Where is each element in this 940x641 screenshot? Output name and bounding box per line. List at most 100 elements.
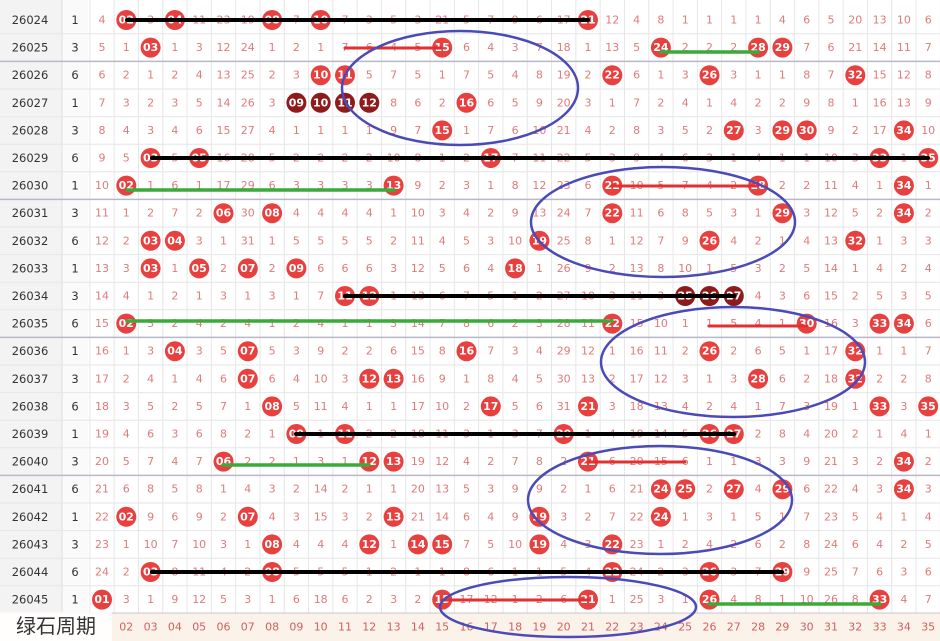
ball-number: 17 xyxy=(483,400,498,413)
gap-count: 4 xyxy=(196,372,203,385)
gap-count: 22 xyxy=(95,510,109,523)
ball xyxy=(262,534,283,555)
gap-count: 4 xyxy=(755,483,762,496)
ball-number: 27 xyxy=(726,124,741,137)
gap-count: 5 xyxy=(852,207,859,220)
gap-count: 6 xyxy=(196,124,203,137)
ball xyxy=(772,37,793,58)
ball xyxy=(675,479,696,500)
ball xyxy=(286,92,307,113)
gap-count: 22 xyxy=(824,483,838,496)
gap-count: 8 xyxy=(147,483,154,496)
gap-count: 12 xyxy=(581,345,595,358)
gap-count: 8 xyxy=(512,179,519,192)
gap-count: 1 xyxy=(244,538,251,551)
ball-number: 07 xyxy=(240,345,255,358)
ball xyxy=(383,368,404,389)
gap-count: 6 xyxy=(463,262,470,275)
gap-count: 10 xyxy=(678,262,692,275)
ball-number: 22 xyxy=(605,69,620,82)
gap-count: 3 xyxy=(390,593,397,606)
gap-count: 1 xyxy=(706,14,713,27)
gap-count: 1 xyxy=(755,207,762,220)
count: 3 xyxy=(71,41,78,55)
ball-number: 24 xyxy=(653,483,669,496)
ball xyxy=(140,37,161,58)
gap-count: 10 xyxy=(314,372,328,385)
gap-count: 13 xyxy=(217,69,231,82)
gap-count: 2 xyxy=(706,124,713,137)
ball xyxy=(237,258,258,279)
gap-count: 5 xyxy=(536,372,543,385)
gap-count: 6 xyxy=(414,96,421,109)
gap-count: 2 xyxy=(852,124,859,137)
gap-count: 2 xyxy=(609,372,616,385)
gap-count: 9 xyxy=(512,510,519,523)
ball-number: 34 xyxy=(896,179,912,192)
ball xyxy=(164,341,185,362)
gap-count: 1 xyxy=(876,179,883,192)
gap-count: 2 xyxy=(487,207,494,220)
gap-count: 3 xyxy=(900,566,907,579)
gap-count: 4 xyxy=(876,538,883,551)
gap-count: 4 xyxy=(706,538,713,551)
gap-count: 7 xyxy=(147,455,154,468)
gap-count: 2 xyxy=(925,207,932,220)
count-column-bg xyxy=(62,0,88,641)
gap-count: 2 xyxy=(779,538,786,551)
gap-count: 15 xyxy=(217,124,231,137)
issue-number: 26028 xyxy=(12,123,49,137)
gap-count: 15 xyxy=(314,510,328,523)
footer-label: 04 xyxy=(168,621,182,634)
gap-count: 2 xyxy=(293,483,300,496)
ball-number: 07 xyxy=(240,510,255,523)
gap-count: 6 xyxy=(220,372,227,385)
ball xyxy=(92,589,112,610)
ball xyxy=(845,230,866,251)
gap-count: 1 xyxy=(585,483,592,496)
footer-label: 32 xyxy=(848,621,862,634)
ball xyxy=(237,368,258,389)
footer-label: 19 xyxy=(532,621,546,634)
gap-count: 25 xyxy=(630,593,644,606)
gap-count: 13 xyxy=(605,41,619,54)
gap-count: 13 xyxy=(95,262,109,275)
ball xyxy=(650,479,671,500)
footer-label: 12 xyxy=(362,621,376,634)
gap-count: 3 xyxy=(123,593,130,606)
gap-count: 2 xyxy=(439,96,446,109)
gap-count: 1 xyxy=(269,428,276,441)
gap-count: 1 xyxy=(123,345,130,358)
ball xyxy=(893,479,914,500)
gap-count: 1 xyxy=(123,41,130,54)
ball xyxy=(650,506,671,527)
gap-count: 6 xyxy=(293,593,300,606)
gap-count: 6 xyxy=(925,14,932,27)
ball-number: 13 xyxy=(386,372,401,385)
gap-count: 1 xyxy=(390,400,397,413)
gap-count: 4 xyxy=(876,262,883,275)
gap-count: 7 xyxy=(487,124,494,137)
gap-count: 5 xyxy=(633,41,640,54)
gap-count: 3 xyxy=(147,317,154,330)
gap-count: 4 xyxy=(925,262,932,275)
footer-label: 27 xyxy=(727,621,741,634)
gap-count: 3 xyxy=(171,428,178,441)
gap-count: 2 xyxy=(900,262,907,275)
gap-count: 18 xyxy=(824,372,838,385)
issue-number: 26027 xyxy=(12,96,49,110)
gap-count: 8 xyxy=(657,14,664,27)
gap-count: 1 xyxy=(852,400,859,413)
gap-count: 1 xyxy=(390,538,397,551)
ball-number: 22 xyxy=(605,207,620,220)
gap-count: 6 xyxy=(803,483,810,496)
gap-count: 2 xyxy=(900,372,907,385)
gap-count: 4 xyxy=(852,179,859,192)
ball xyxy=(893,313,914,334)
gap-count: 1 xyxy=(682,317,689,330)
gap-count: 2 xyxy=(682,41,689,54)
gap-count: 4 xyxy=(317,317,324,330)
gap-count: 9 xyxy=(196,510,203,523)
gap-count: 3 xyxy=(730,69,737,82)
gap-count: 3 xyxy=(269,483,276,496)
